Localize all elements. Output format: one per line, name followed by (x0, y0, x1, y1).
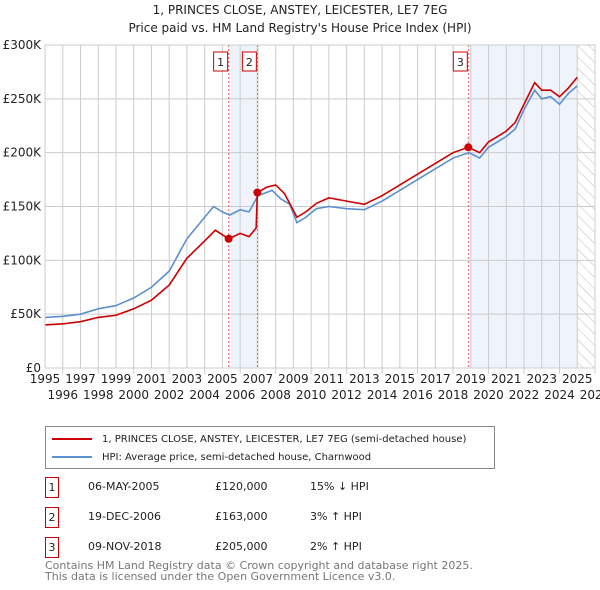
series-line (44, 85, 578, 319)
x-tick-label: 2010 (296, 388, 327, 402)
sale-label-box (213, 51, 229, 72)
sale-label: 1 (217, 56, 224, 69)
sale-label: 3 (457, 56, 464, 69)
x-tick-label: 2009 (278, 372, 309, 386)
legend-item-property: 1, PRINCES CLOSE, ANSTEY, LEICESTER, LE7… (52, 431, 466, 447)
x-tick-label: 2000 (118, 388, 149, 402)
x-tick-label: 2018 (438, 388, 469, 402)
sale-point (253, 188, 262, 197)
legend-swatch-blue (52, 456, 92, 458)
x-tick-label: 2013 (349, 372, 380, 386)
x-tick-label: 1996 (47, 388, 78, 402)
footer-line: Contains HM Land Registry data © Crown c… (45, 559, 473, 572)
sale-price: £120,000 (215, 480, 268, 493)
sale-point (224, 234, 233, 243)
legend-item-hpi: HPI: Average price, semi-detached house,… (52, 449, 371, 465)
sale-date: 09-NOV-2018 (88, 540, 162, 553)
plot-border (44, 44, 596, 369)
sale-label-box (241, 51, 257, 72)
x-tick-label: 2005 (207, 372, 238, 386)
x-tick-label: 2004 (189, 388, 220, 402)
y-tick-label: £0 (26, 361, 41, 375)
sale-hpi-diff: 3% ↑ HPI (310, 510, 362, 523)
x-tick-label: 2023 (527, 372, 558, 386)
chart-subtitle: Price paid vs. HM Land Registry's House … (128, 21, 472, 35)
x-tick-label: 2008 (260, 388, 291, 402)
sale-label: 2 (246, 56, 253, 69)
x-tick-label: 1999 (101, 372, 132, 386)
chart-title: 1, PRINCES CLOSE, ANSTEY, LEICESTER, LE7… (152, 3, 448, 17)
x-tick-label: 2012 (331, 388, 362, 402)
x-tick-label: 2024 (544, 388, 575, 402)
x-tick-label: 2025 (562, 372, 593, 386)
x-tick-label: 2011 (314, 372, 345, 386)
plot-area: 1995 1996 1997 1998 1999 2000 2001 2002 2003 2004… (3, 38, 600, 402)
x-tick-label: 2022 (509, 388, 540, 402)
x-tick-label: 2017 (420, 372, 451, 386)
sale-date: 06-MAY-2005 (88, 480, 160, 493)
y-tick-label: £250K (3, 92, 43, 106)
footer: Contains HM Land Registry data © Crown c… (45, 560, 473, 582)
x-tick-label: 2007 (243, 372, 274, 386)
y-tick-label: £200K (3, 146, 43, 160)
x-tick-label: 1997 (65, 372, 96, 386)
legend-label: 1, PRINCES CLOSE, ANSTEY, LEICESTER, LE7… (102, 433, 467, 445)
sale-hpi-diff: 15% ↓ HPI (310, 480, 369, 493)
x-tick-label: 2003 (172, 372, 203, 386)
sale-hpi-diff: 2% ↑ HPI (310, 540, 362, 553)
y-tick-label: £100K (3, 253, 43, 267)
legend: 1, PRINCES CLOSE, ANSTEY, LEICESTER, LE7… (45, 426, 495, 469)
x-tick-label: 2015 (385, 372, 416, 386)
sale-badge: 2 (45, 507, 59, 528)
x-tick-label: 2002 (154, 388, 185, 402)
sale-price: £205,000 (215, 540, 268, 553)
sale-date: 19-DEC-2006 (88, 510, 162, 523)
legend-label: HPI: Average price, semi-detached house,… (102, 451, 372, 463)
legend-swatch-red (52, 438, 92, 440)
y-tick-label: £300K (3, 38, 43, 52)
footer-line: This data is licensed under the Open Gov… (45, 570, 396, 583)
sale-badge: 1 (45, 477, 59, 498)
x-tick-label: 2026 (580, 388, 600, 402)
x-tick-label: 2014 (367, 388, 398, 402)
x-tick-label: 1998 (83, 388, 114, 402)
sale-price: £163,000 (215, 510, 268, 523)
x-tick-label: 2006 (225, 388, 256, 402)
x-tick-label: 2001 (136, 372, 167, 386)
x-tick-label: 2021 (491, 372, 522, 386)
x-tick-label: 2016 (402, 388, 433, 402)
y-tick-label: £150K (3, 200, 43, 214)
sale-label-box (452, 51, 468, 72)
y-tick-label: £50K (10, 307, 42, 321)
x-tick-label: 2020 (473, 388, 504, 402)
x-tick-label: 2019 (456, 372, 487, 386)
series-line (44, 76, 578, 326)
sale-badge: 3 (45, 537, 59, 558)
sale-point (464, 143, 473, 152)
x-tick-label: 1995 (30, 372, 61, 386)
